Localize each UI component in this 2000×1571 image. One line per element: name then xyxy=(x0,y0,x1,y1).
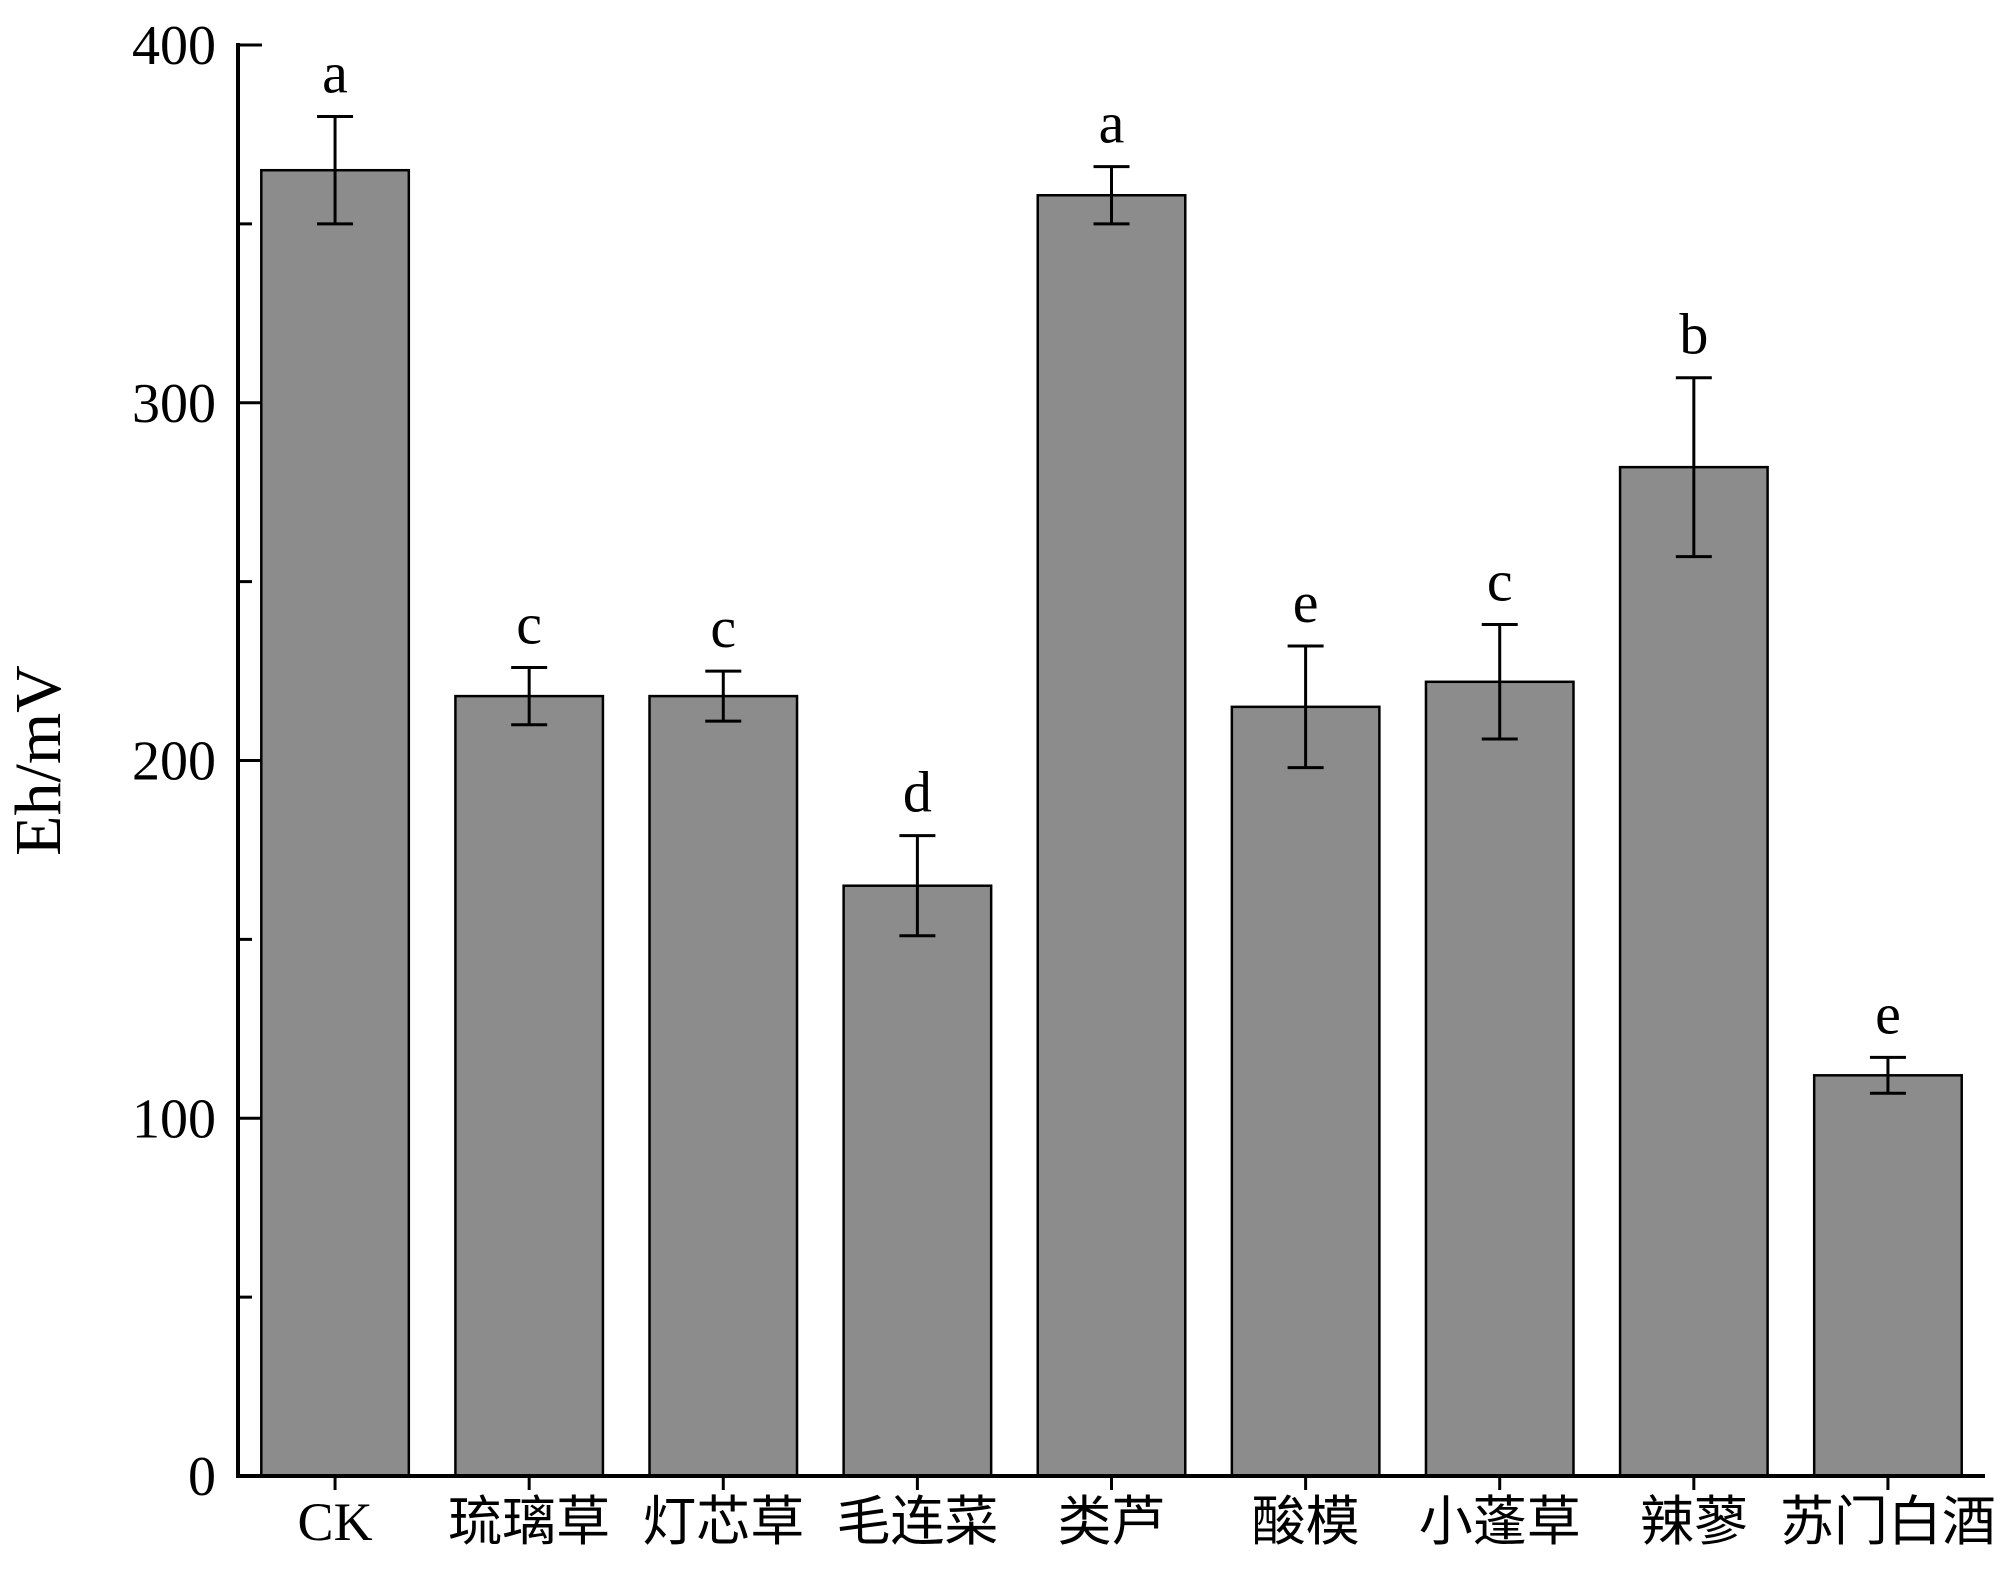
y-tick-label: 200 xyxy=(132,731,216,793)
sig-letter: a xyxy=(322,41,348,106)
category-label: 酸模 xyxy=(1252,1492,1360,1552)
sig-letter: c xyxy=(1487,549,1513,614)
bar xyxy=(842,884,993,1478)
category-label: 毛连菜 xyxy=(836,1492,998,1552)
bar xyxy=(454,694,605,1478)
bar xyxy=(260,168,411,1478)
sig-letter: a xyxy=(1099,91,1125,156)
category-label: 苏门白酒 xyxy=(1780,1492,1996,1552)
y-tick-label: 400 xyxy=(132,15,216,77)
y-axis-title: Eh/mV xyxy=(2,665,75,856)
bar xyxy=(1036,194,1187,1478)
y-tick-label: 300 xyxy=(132,373,216,435)
sig-letter: c xyxy=(516,591,542,656)
sig-letter: e xyxy=(1293,570,1319,635)
category-label: 灯芯草 xyxy=(642,1492,804,1552)
y-tick-label: 100 xyxy=(132,1088,216,1150)
category-label: 辣蓼 xyxy=(1640,1492,1748,1552)
sig-letter: b xyxy=(1679,302,1708,367)
category-label: CK xyxy=(298,1492,373,1552)
y-tick-label: 0 xyxy=(188,1446,216,1508)
category-label: 琉璃草 xyxy=(448,1492,610,1552)
sig-letter: d xyxy=(903,760,932,825)
category-label: 小蓬草 xyxy=(1419,1492,1581,1552)
sig-letter: c xyxy=(710,595,736,660)
sig-letter: e xyxy=(1875,981,1901,1046)
bar xyxy=(1424,680,1575,1478)
category-label: 类芦 xyxy=(1058,1492,1166,1552)
bar xyxy=(1230,705,1381,1478)
bar xyxy=(648,694,799,1478)
bar xyxy=(1618,465,1769,1478)
bar xyxy=(1812,1074,1963,1478)
